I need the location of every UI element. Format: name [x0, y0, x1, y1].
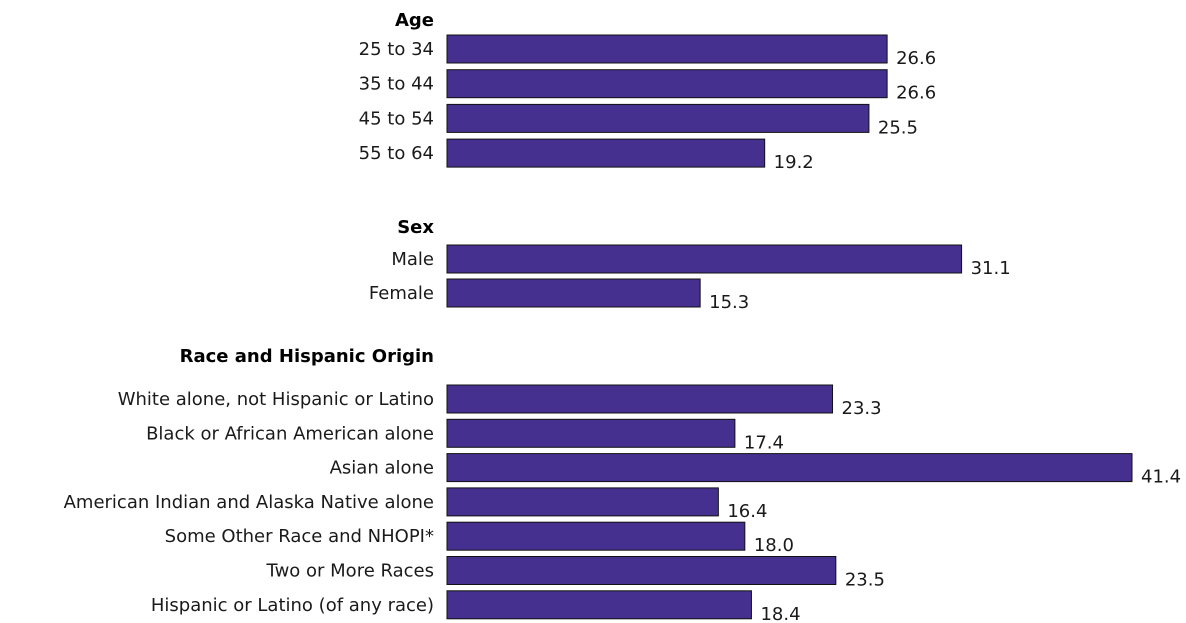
bar [446, 244, 963, 274]
category-label: Male [391, 249, 434, 270]
bar [446, 278, 701, 308]
category-label: Two or More Races [266, 561, 434, 582]
group-title-sex: Sex [397, 217, 434, 238]
category-label: Black or African American alone [146, 423, 434, 444]
group-title-age: Age [395, 10, 434, 31]
category-label: White alone, not Hispanic or Latino [118, 389, 434, 410]
data-label: 18.0 [754, 535, 794, 556]
data-label: 19.2 [774, 152, 814, 173]
category-label: Hispanic or Latino (of any race) [151, 595, 434, 616]
bar [446, 69, 888, 99]
bar [446, 453, 1133, 483]
data-label: 41.4 [1141, 467, 1181, 488]
category-label: Asian alone [330, 458, 434, 479]
data-label: 17.4 [744, 432, 784, 453]
category-label: 25 to 34 [359, 39, 434, 60]
data-label: 26.6 [896, 83, 936, 104]
bar [446, 34, 888, 64]
data-label: 16.4 [727, 501, 767, 522]
bar [446, 590, 752, 620]
data-label: 31.1 [971, 258, 1011, 279]
category-label: 45 to 54 [359, 108, 434, 129]
bar [446, 103, 870, 133]
bar [446, 556, 837, 585]
data-label: 23.5 [845, 570, 885, 591]
category-label: American Indian and Alaska Native alone [64, 492, 434, 513]
data-label: 23.3 [842, 398, 882, 419]
data-label: 25.5 [878, 117, 918, 138]
data-label: 18.4 [760, 604, 800, 623]
bar [446, 521, 746, 551]
data-label: 26.6 [896, 48, 936, 69]
bar [446, 384, 834, 414]
group-title-race-and-hispanic-origin: Race and Hispanic Origin [180, 346, 434, 367]
bar [446, 487, 719, 517]
bar [446, 138, 766, 168]
bar [446, 418, 736, 448]
category-label: Some Other Race and NHOPI* [165, 526, 434, 547]
category-label: 55 to 64 [359, 143, 434, 164]
category-label: 35 to 44 [359, 74, 434, 95]
data-label: 15.3 [709, 292, 749, 313]
category-label: Female [369, 283, 434, 304]
